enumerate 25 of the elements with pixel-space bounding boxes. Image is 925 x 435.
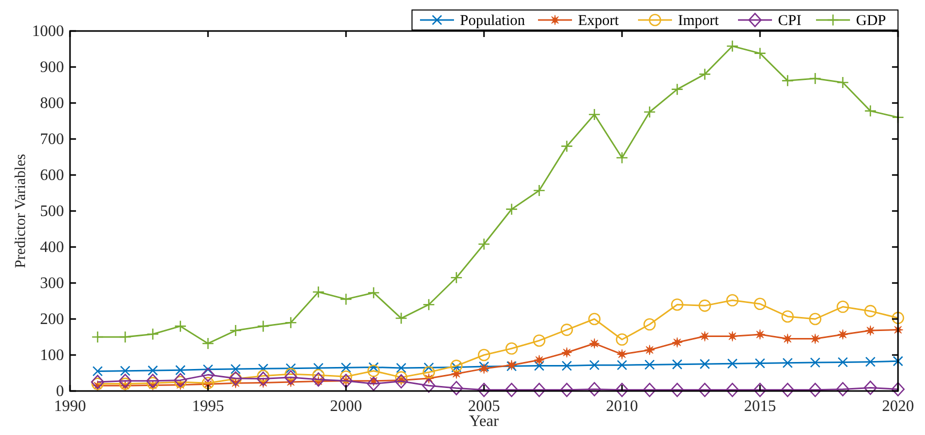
- y-tick-label: 300: [40, 275, 64, 292]
- x-tick-label: 1990: [54, 398, 86, 415]
- y-tick-label: 500: [40, 203, 64, 220]
- legend-label: Population: [460, 13, 526, 29]
- y-axis-title: Predictor Variables: [13, 154, 29, 268]
- y-tick-label: 700: [40, 131, 64, 148]
- y-tick-label: 400: [40, 239, 64, 256]
- y-tick-label: 0: [56, 383, 64, 400]
- legend-label: Export: [578, 13, 620, 29]
- x-tick-label: 2005: [468, 398, 500, 415]
- y-tick-label: 600: [40, 167, 64, 184]
- x-tick-label: 2000: [330, 398, 362, 415]
- y-tick-label: 100: [40, 347, 64, 364]
- y-tick-label: 200: [40, 311, 64, 328]
- x-tick-label: 2015: [744, 398, 776, 415]
- x-tick-label: 1995: [192, 398, 224, 415]
- legend-label: GDP: [856, 13, 886, 29]
- legend-label: CPI: [778, 13, 802, 29]
- y-tick-label: 1000: [32, 23, 64, 40]
- x-axis-title: Year: [469, 413, 500, 430]
- legend-label: Import: [678, 13, 720, 29]
- y-tick-label: 800: [40, 95, 64, 112]
- x-tick-label: 2010: [606, 398, 638, 415]
- y-tick-label: 900: [40, 59, 64, 76]
- x-tick-label: 2020: [882, 398, 914, 415]
